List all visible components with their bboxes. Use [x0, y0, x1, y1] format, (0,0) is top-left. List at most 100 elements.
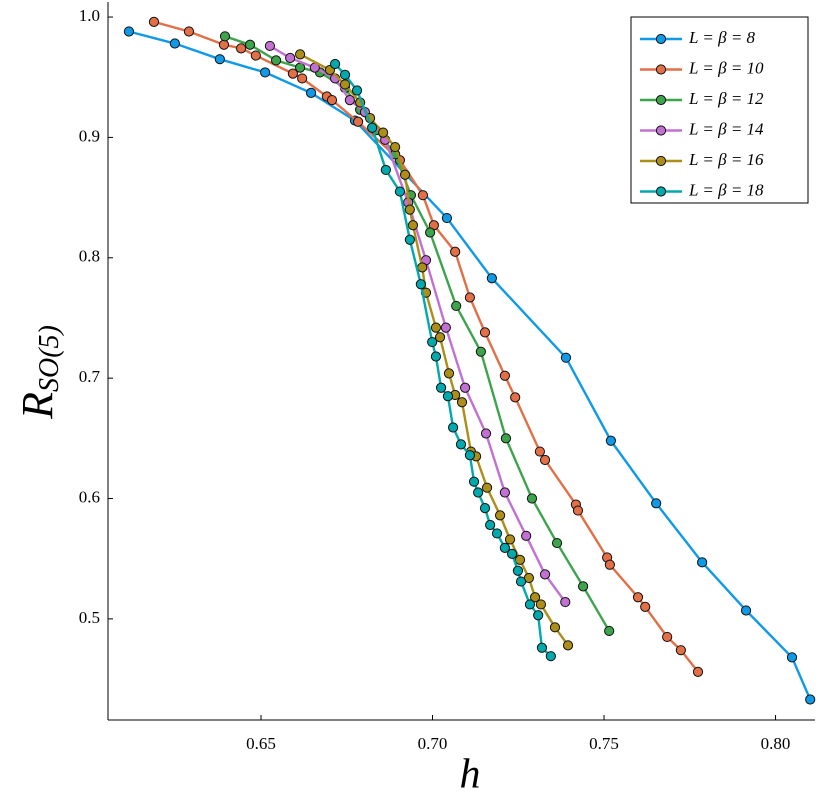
data-point	[390, 141, 401, 153]
data-point	[499, 542, 510, 553]
data-point	[450, 246, 461, 257]
data-point	[529, 592, 541, 603]
data-point	[430, 351, 442, 362]
legend-box	[630, 16, 809, 204]
legend-marker	[655, 155, 667, 167]
data-point	[305, 87, 317, 98]
data-point	[440, 322, 451, 333]
data-point	[534, 446, 545, 457]
data-point	[441, 212, 453, 224]
data-point	[549, 622, 561, 633]
x-tick-label: 0.65	[246, 734, 276, 753]
data-point	[485, 519, 496, 531]
data-point	[562, 640, 574, 651]
data-point	[417, 190, 429, 201]
data-point	[378, 127, 389, 138]
series-line	[334, 63, 552, 658]
x-tick-label: 0.75	[589, 734, 619, 753]
data-point	[504, 534, 516, 545]
data-point	[675, 645, 686, 656]
data-point	[539, 454, 551, 466]
data-point	[491, 528, 503, 539]
data-point	[123, 26, 135, 37]
data-point	[404, 234, 415, 245]
data-point	[604, 625, 615, 637]
data-point	[515, 576, 527, 587]
data-point	[235, 43, 247, 54]
legend-label: L = β = 18	[688, 180, 764, 199]
legend-marker	[655, 186, 667, 197]
legend-label: L = β = 8	[688, 28, 756, 47]
legend-marker	[655, 33, 667, 45]
data-point	[435, 382, 447, 393]
data-point	[545, 651, 556, 662]
data-point	[260, 67, 271, 78]
legend-marker	[655, 125, 667, 136]
series-line	[153, 20, 699, 673]
data-point	[473, 487, 484, 498]
data-point	[219, 31, 231, 42]
data-point	[415, 279, 426, 290]
y-axis-label-main: RSO(5)	[13, 325, 65, 420]
data-point	[442, 391, 454, 402]
y-tick-label: 0.8	[79, 247, 100, 266]
data-point	[434, 332, 446, 343]
data-point	[464, 292, 476, 303]
data-point	[447, 422, 459, 433]
legend-label: L = β = 16	[688, 150, 764, 169]
data-point	[539, 569, 551, 580]
data-point	[512, 565, 524, 576]
data-point	[407, 220, 419, 231]
data-point	[264, 40, 276, 52]
data-point	[560, 352, 572, 363]
data-point	[329, 58, 341, 70]
data-point	[464, 450, 476, 461]
data-point	[524, 599, 536, 610]
y-tick-label: 0.9	[79, 126, 100, 145]
data-point	[475, 346, 486, 357]
data-point	[510, 392, 521, 403]
data-point	[632, 592, 644, 603]
legend-label: L = β = 10	[688, 58, 764, 77]
data-point	[326, 95, 338, 106]
data-point	[214, 54, 225, 65]
data-point	[468, 476, 480, 487]
data-point	[578, 581, 589, 592]
y-tick-label: 0.5	[79, 608, 100, 627]
data-point	[295, 49, 306, 60]
data-point	[148, 16, 160, 27]
data-point	[536, 642, 548, 653]
data-point	[805, 694, 816, 705]
data-point	[399, 169, 411, 180]
data-point	[479, 503, 491, 514]
data-point	[351, 85, 363, 96]
data-point	[297, 73, 308, 84]
data-point	[352, 116, 364, 127]
legend-marker	[655, 94, 667, 106]
data-point	[514, 554, 526, 566]
data-point	[551, 537, 563, 549]
data-point	[533, 610, 544, 621]
data-point	[535, 599, 547, 610]
data-point	[417, 262, 428, 273]
data-point	[344, 95, 355, 106]
data-point	[451, 300, 462, 312]
data-point	[692, 666, 704, 677]
data-point	[697, 557, 708, 568]
legend-label: L = β = 14	[688, 119, 764, 138]
y-axis-label: RSO(5)	[13, 325, 65, 420]
data-point	[285, 52, 296, 64]
data-point	[367, 122, 378, 133]
y-label-subscript: SO(5)	[34, 325, 65, 392]
data-point	[604, 559, 615, 570]
data-point	[499, 370, 510, 381]
x-axis-label: h	[460, 752, 481, 798]
data-point	[560, 596, 571, 608]
data-point	[480, 428, 492, 439]
data-point	[500, 433, 512, 444]
data-point	[460, 382, 471, 393]
data-point	[506, 548, 518, 559]
data-point	[651, 498, 662, 509]
y-tick-label: 0.6	[79, 487, 100, 506]
